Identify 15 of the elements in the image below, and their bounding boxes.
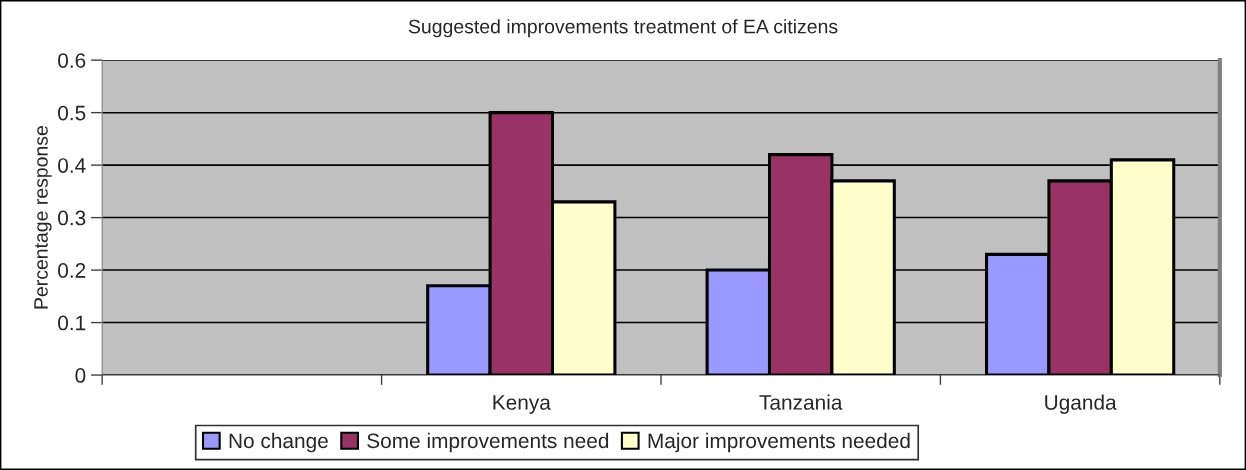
y-tick-label: 0 [75,368,86,383]
y-tick-label: 0.6 [58,53,86,68]
legend-label: Some improvements need [367,432,609,453]
y-tick-label: 0.2 [58,263,86,278]
y-axis-title: Percentage response [34,126,52,309]
x-tick-label: Tanzania [759,394,843,410]
x-tick-label: Uganda [1045,394,1117,414]
y-tick-label: 0.1 [58,315,86,331]
y-tick-label: 0.3 [58,210,86,226]
chart-title: Suggested improvements treatment of EA citizens [408,19,838,38]
legend-label: No change [229,432,328,453]
legend-label: Major improvements needed [648,432,910,453]
y-tick-label: 0.4 [58,158,86,173]
y-tick-label: 0.5 [58,105,86,121]
x-tick-label: Kenya [493,395,551,414]
